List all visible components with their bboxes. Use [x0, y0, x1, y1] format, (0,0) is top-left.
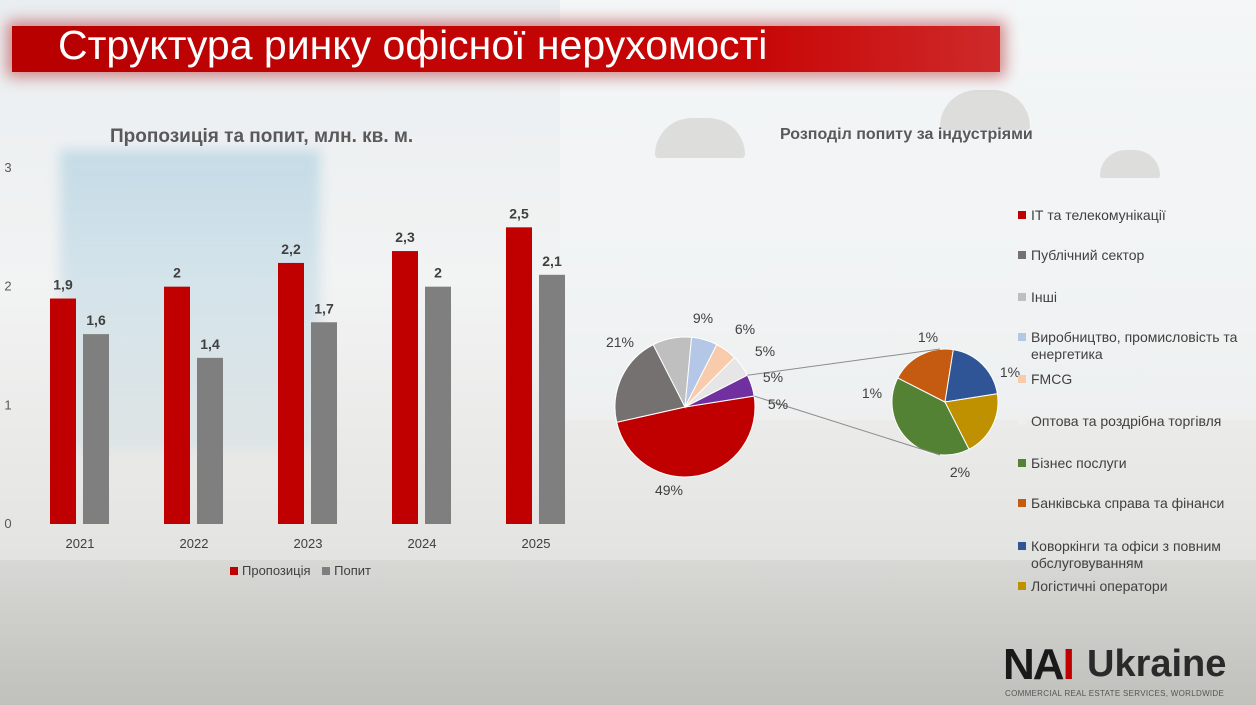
- pie-slice-label: 49%: [655, 482, 683, 498]
- bar-demand: [197, 357, 223, 524]
- legend-label: ІТ та телекомунікації: [1031, 207, 1166, 223]
- pie-slice-label: 21%: [606, 334, 634, 350]
- legend-label: Виробництво, промисловість та енергетика: [1031, 329, 1238, 362]
- bar-value-label: 1,9: [53, 277, 73, 293]
- x-tick-label: 2023: [294, 536, 323, 551]
- legend-swatch: [1018, 251, 1026, 259]
- legend-item: Оптова та роздрібна торгівля: [1018, 413, 1254, 430]
- legend-swatch: [1018, 417, 1026, 425]
- pie-slice-label: 9%: [693, 310, 713, 326]
- background-lamp: [940, 90, 1030, 130]
- bar-chart: 0 1 2 3 1,9 1,6 2021 2 1,4 2022 2,2 1,7 2023 2,3 2 2024…: [4, 160, 565, 551]
- legend-item: Логістичні оператори: [1018, 578, 1254, 595]
- bar-demand: [425, 286, 451, 524]
- pie-chart: 49%21%9%6%5%5%5%2%1%1%1%: [606, 310, 1020, 498]
- pie-slice-label: 5%: [755, 343, 775, 359]
- legend-label: Логістичні оператори: [1031, 578, 1168, 594]
- legend-item: ІТ та телекомунікації: [1018, 207, 1254, 224]
- background-lamp: [1100, 150, 1160, 178]
- bar-chart-legend: Пропозиція Попит: [230, 563, 379, 578]
- sub-pie-slice-label: 2%: [950, 464, 970, 480]
- connector-line: [753, 395, 941, 456]
- bar-value-label: 2,5: [509, 205, 529, 221]
- legend-item: Банківська справа та фінанси: [1018, 495, 1254, 512]
- legend-swatch-supply: [230, 567, 238, 575]
- bar-value-label: 1,4: [200, 336, 220, 352]
- legend-item: Публічний сектор: [1018, 247, 1254, 264]
- pie-slice: [614, 343, 686, 423]
- sub-pie-slice: [897, 348, 954, 403]
- background-desk: [0, 560, 1256, 705]
- bar-value-label: 2,1: [542, 253, 562, 269]
- y-tick-label: 2: [4, 279, 11, 294]
- logo-tagline: COMMERCIAL REAL ESTATE SERVICES, WORLDWI…: [1005, 689, 1225, 698]
- legend-item: Коворкінги та офіси з повним обслуговува…: [1018, 538, 1254, 572]
- legend-item: Виробництво, промисловість та енергетика: [1018, 329, 1254, 363]
- bar-value-label: 1,6: [86, 312, 106, 328]
- bar-value-label: 2,3: [395, 229, 415, 245]
- legend-swatch: [1018, 375, 1026, 383]
- bar-value-label: 2: [173, 265, 181, 281]
- bar-supply: [50, 298, 76, 524]
- connector-line: [747, 348, 941, 376]
- legend-label: Публічний сектор: [1031, 247, 1145, 263]
- y-tick-label: 1: [4, 397, 11, 412]
- sub-pie-slice-label: 1%: [862, 385, 882, 401]
- legend-item-demand: Попит: [322, 563, 371, 578]
- x-tick-label: 2022: [180, 536, 209, 551]
- legend-label-supply: Пропозиція: [242, 563, 311, 578]
- legend-item: Бізнес послуги: [1018, 455, 1254, 472]
- bar-value-label: 2,2: [281, 241, 301, 257]
- legend-label: Коворкінги та офіси з повним обслуговува…: [1031, 538, 1221, 571]
- y-tick-label: 0: [4, 516, 11, 531]
- legend-label: Оптова та роздрібна торгівля: [1031, 413, 1222, 429]
- legend-swatch-demand: [322, 567, 331, 575]
- logo-wordmark: Ukraine: [1087, 643, 1227, 685]
- legend-label: Бізнес послуги: [1031, 455, 1127, 471]
- x-tick-label: 2021: [66, 536, 95, 551]
- x-tick-label: 2025: [522, 536, 551, 551]
- pie-chart-title: Розподіл попиту за індустріями: [780, 126, 1033, 143]
- legend-swatch: [1018, 542, 1026, 550]
- legend-label: Банківська справа та фінанси: [1031, 495, 1225, 511]
- legend-item: Інші: [1018, 289, 1254, 306]
- bar-demand: [83, 334, 109, 524]
- logo-mark: NAI: [1003, 640, 1075, 689]
- sub-pie-slice: [891, 377, 970, 456]
- bar-supply: [506, 227, 532, 525]
- bar-supply: [278, 262, 304, 524]
- bar-value-label: 2: [434, 265, 442, 281]
- title-banner: [12, 26, 1000, 72]
- legend-label-demand: Попит: [334, 563, 371, 578]
- legend-swatch: [1018, 459, 1026, 467]
- legend-swatch: [1018, 211, 1026, 219]
- bar-demand: [311, 322, 337, 524]
- sub-pie-slice-label: 1%: [1000, 364, 1020, 380]
- page-title: Структура ринку офісної нерухомості: [58, 22, 768, 68]
- legend-swatch: [1018, 333, 1026, 341]
- x-tick-label: 2024: [408, 536, 437, 551]
- background-lamp: [655, 118, 745, 158]
- bar-supply: [392, 251, 418, 525]
- sub-pie-slice: [944, 393, 999, 450]
- legend-swatch: [1018, 293, 1026, 301]
- legend-item-supply: Пропозиція: [230, 563, 314, 578]
- legend-swatch: [1018, 499, 1026, 507]
- bar-supply: [164, 286, 190, 524]
- bar-demand: [539, 274, 565, 524]
- legend-item: FMCG: [1018, 371, 1254, 388]
- bar-chart-title: Пропозиція та попит, млн. кв. м.: [110, 126, 414, 147]
- legend-swatch: [1018, 582, 1026, 590]
- pie-slice-label: 5%: [768, 396, 788, 412]
- pie-slice: [616, 395, 756, 478]
- pie-slice-label: 6%: [735, 321, 755, 337]
- bar-value-label: 1,7: [314, 300, 334, 316]
- legend-label: FMCG: [1031, 371, 1073, 387]
- legend-label: Інші: [1031, 289, 1057, 305]
- pie-slice-label: 5%: [763, 369, 783, 385]
- y-tick-label: 3: [4, 160, 11, 175]
- company-logo: NAI Ukraine COMMERCIAL REAL ESTATE SERVI…: [1003, 640, 1253, 705]
- sub-pie-slice-label: 1%: [918, 329, 938, 345]
- sub-pie-slice: [944, 349, 998, 403]
